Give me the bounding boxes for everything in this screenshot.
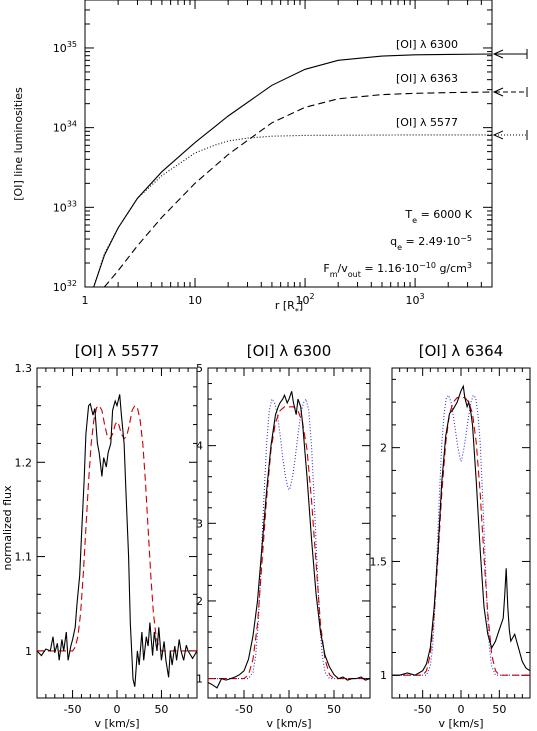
- annotation-3: Fm/vout = 1.16·10−10 g/cm3: [323, 261, 472, 279]
- observed-limit-arrowhead: [492, 87, 504, 97]
- spectra-ylabel: normalized flux: [1, 485, 14, 571]
- spectrum-panel-6364: [OI] λ 6364 -50 0 50 1 1.5 2 v [km/s]: [370, 342, 531, 730]
- y-tick-label: 3: [196, 517, 203, 530]
- y-tick-label: 1.1: [15, 551, 33, 564]
- spectrum-line-observed: [207, 391, 371, 689]
- y-tick-label: 1032: [53, 279, 77, 294]
- y-tick-label: 2: [380, 442, 387, 455]
- panel-xlabel: v [km/s]: [266, 717, 311, 730]
- luminosity-panel: 1 10 102 103 1032 1033 1034 1035 [OI] line lumi…: [12, 0, 528, 316]
- spectrum-line-model: [392, 397, 530, 676]
- y-tick-label: 1.2: [15, 456, 33, 469]
- panel-title: [OI] λ 6300: [247, 342, 332, 360]
- series-label-6300: [OI] λ 6300: [396, 38, 458, 51]
- x-tick-label: -50: [64, 703, 82, 716]
- luminosity-ylabel: [OI] line luminosities: [12, 87, 25, 201]
- y-tick-label: 2: [196, 595, 203, 608]
- spectrum-panel-6300: [OI] λ 6300 -50 0 50 1 2 3 4 5 v [km/s]: [196, 342, 371, 730]
- x-tick-label: 50: [327, 703, 341, 716]
- x-tick-label: 50: [492, 703, 506, 716]
- series-line-1: [93, 53, 493, 288]
- parameter-annotations: Te = 6000 K qe = 2.49·10−5 Fm/vout = 1.16·…: [323, 208, 472, 279]
- spectrum-panel-5577: [OI] λ 5577 -50 0 50 1 1.1 1.2 1.3 v [km/s]: [15, 342, 198, 730]
- luminosity-xlabel: r [R*]: [275, 299, 303, 316]
- y-tick-label: 1034: [53, 120, 77, 135]
- spectrum-line-observed: [36, 394, 198, 687]
- x-tick-label: 50: [154, 703, 168, 716]
- x-tick-label: 1: [82, 294, 89, 307]
- series-label-6363: [OI] λ 6363: [396, 72, 458, 85]
- panel-frame: [391, 367, 531, 699]
- x-tick-label: 0: [114, 703, 121, 716]
- x-tick-label: 10: [188, 294, 202, 307]
- spectrum-line-model-2: [392, 394, 530, 676]
- series-line-3: [93, 134, 492, 288]
- y-tick-label: 1: [380, 669, 387, 682]
- observed-limit-arrowhead: [492, 130, 504, 140]
- x-tick-label: 0: [458, 703, 465, 716]
- x-tick-label: 103: [406, 292, 425, 307]
- series-label-5577: [OI] λ 5577: [396, 116, 458, 129]
- panel-frame: [207, 367, 371, 699]
- y-tick-label: 4: [196, 440, 203, 453]
- x-tick-label: 0: [286, 703, 293, 716]
- y-tick-label: 1: [196, 673, 203, 686]
- spectrum-line-model: [208, 406, 370, 680]
- panel-xlabel: v [km/s]: [94, 717, 139, 730]
- series-line-2: [103, 91, 493, 288]
- panel-xlabel: v [km/s]: [438, 717, 483, 730]
- x-tick-label: -50: [235, 703, 253, 716]
- x-tick-label: 102: [296, 292, 315, 307]
- spectrum-line-model: [37, 404, 197, 652]
- observed-limit-arrowhead: [492, 49, 504, 59]
- x-tick-label: -50: [414, 703, 432, 716]
- y-tick-label: 5: [196, 362, 203, 375]
- panel-title: [OI] λ 6364: [419, 342, 504, 360]
- spectrum-line-model-2: [208, 397, 370, 680]
- y-tick-label: 1.3: [15, 362, 33, 375]
- annotation-1: Te = 6000 K: [404, 208, 472, 225]
- y-tick-label: 1033: [53, 199, 77, 214]
- annotation-2: qe = 2.49·10−5: [390, 234, 472, 252]
- y-tick-label: 1: [25, 645, 32, 658]
- panel-title: [OI] λ 5577: [75, 342, 160, 360]
- y-tick-label: 1.5: [370, 555, 388, 568]
- y-tick-label: 1035: [53, 40, 77, 55]
- spectrum-line-observed: [392, 384, 531, 676]
